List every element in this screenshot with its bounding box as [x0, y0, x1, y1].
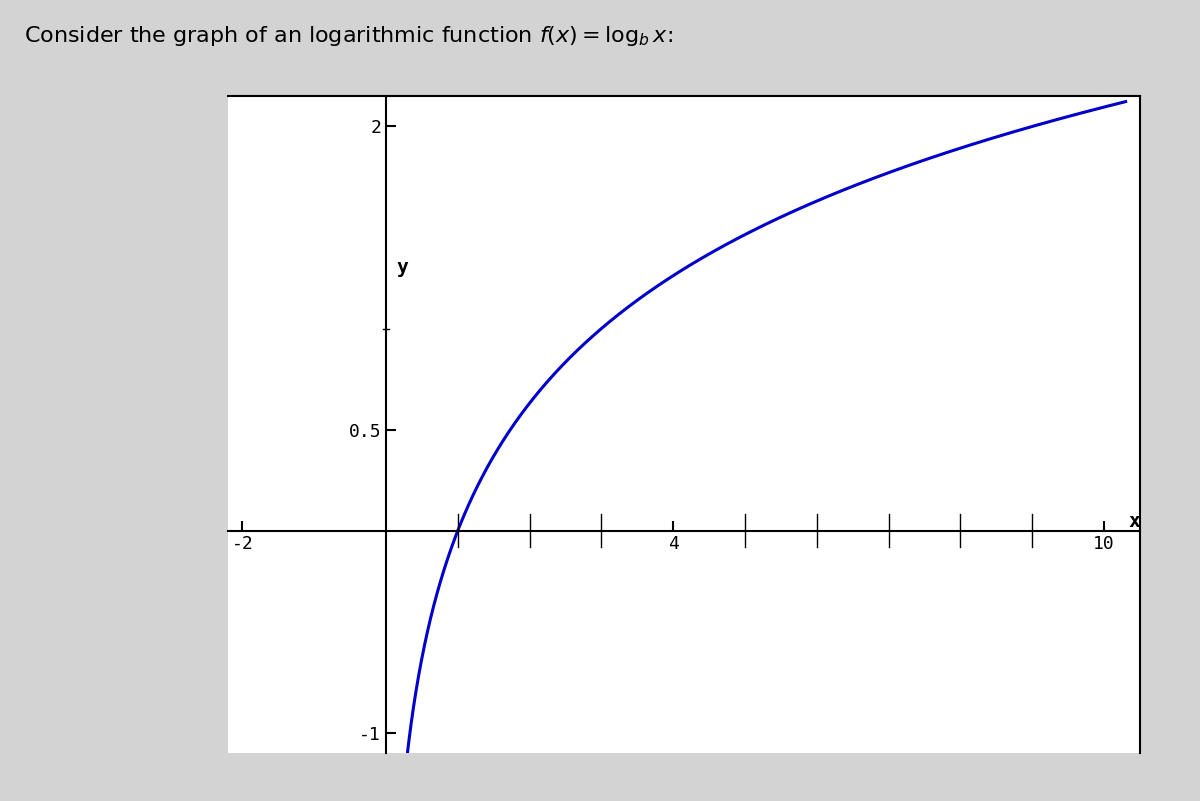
Text: y: y — [396, 259, 408, 277]
Text: Consider the graph of an logarithmic function $f(x) = \log_b x$:: Consider the graph of an logarithmic fun… — [24, 24, 673, 48]
Text: x: x — [1128, 512, 1140, 530]
